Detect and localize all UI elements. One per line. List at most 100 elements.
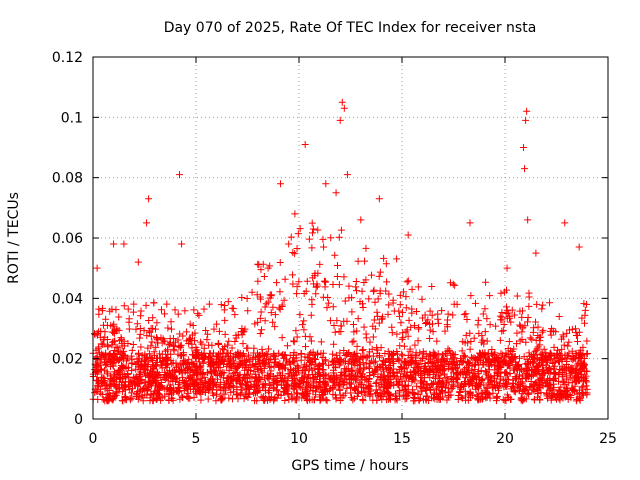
data-point (258, 326, 266, 334)
data-point (363, 353, 371, 361)
data-point (557, 393, 565, 401)
data-point (448, 355, 456, 363)
data-point (114, 368, 122, 376)
data-point (290, 337, 298, 345)
data-point (474, 395, 482, 403)
data-point (399, 329, 407, 337)
data-point (364, 385, 372, 393)
data-point (145, 350, 153, 358)
data-point (236, 379, 244, 387)
data-point (165, 341, 173, 349)
data-point (563, 385, 571, 393)
data-point (115, 313, 123, 321)
data-point (224, 379, 232, 387)
data-point (366, 348, 374, 356)
data-point (464, 396, 472, 404)
data-point (475, 361, 483, 369)
data-point (583, 385, 591, 393)
data-point (296, 225, 304, 233)
data-point (251, 388, 259, 396)
x-tick-label: 20 (496, 431, 514, 447)
data-point (192, 353, 200, 361)
data-point (401, 395, 409, 403)
data-point (261, 359, 269, 367)
data-point (136, 334, 144, 342)
data-point (381, 389, 389, 397)
data-point (340, 273, 348, 281)
data-point (444, 316, 452, 324)
data-point (309, 387, 317, 395)
data-point (243, 344, 251, 352)
data-point (216, 364, 224, 372)
data-point (370, 316, 378, 324)
data-point (332, 395, 340, 403)
data-point (210, 325, 218, 333)
data-point (170, 347, 178, 355)
data-point (109, 396, 117, 404)
data-point (466, 219, 474, 227)
data-point (463, 315, 471, 323)
data-point (371, 298, 379, 306)
data-point (147, 355, 155, 363)
data-point (275, 304, 283, 312)
data-point (110, 337, 118, 345)
grid (93, 57, 608, 419)
data-point (125, 318, 133, 326)
data-point (189, 385, 197, 393)
data-point (153, 362, 161, 370)
data-point (437, 371, 445, 379)
data-point (535, 360, 543, 368)
data-point (515, 354, 523, 362)
data-point (265, 355, 273, 363)
data-point (137, 307, 145, 315)
data-point (225, 394, 233, 402)
data-point (272, 355, 280, 363)
data-point (179, 379, 187, 387)
data-point (547, 331, 555, 339)
data-point (292, 351, 300, 359)
data-point (502, 303, 510, 311)
data-point (214, 372, 222, 380)
data-point (340, 370, 348, 378)
data-point (353, 287, 361, 295)
data-point (522, 116, 530, 124)
data-point (355, 359, 363, 367)
data-point (172, 368, 180, 376)
data-point (360, 364, 368, 372)
data-point (384, 378, 392, 386)
y-tick-label: 0 (74, 412, 83, 428)
data-point (385, 290, 393, 298)
data-point (212, 390, 220, 398)
data-point (346, 380, 354, 388)
data-point (452, 357, 460, 365)
data-point (461, 352, 469, 360)
data-point (373, 396, 381, 404)
data-point (146, 328, 154, 336)
data-point (372, 378, 380, 386)
data-point (301, 373, 309, 381)
data-point (221, 330, 229, 338)
data-point (508, 358, 516, 366)
data-point (294, 390, 302, 398)
data-point (221, 390, 229, 398)
data-point (404, 231, 412, 239)
data-point (546, 299, 554, 307)
data-point (503, 314, 511, 322)
data-point (289, 271, 297, 279)
data-point (126, 396, 134, 404)
data-point (362, 244, 370, 252)
y-tick-label: 0.06 (52, 231, 83, 247)
data-point (305, 350, 313, 358)
data-point (312, 360, 320, 368)
data-point (176, 342, 184, 350)
data-point (529, 359, 537, 367)
data-point (271, 393, 279, 401)
data-point (545, 377, 553, 385)
data-point (466, 389, 474, 397)
data-point (305, 235, 313, 243)
data-point (231, 338, 239, 346)
data-point (393, 330, 401, 338)
data-point (121, 378, 129, 386)
data-point (374, 295, 382, 303)
data-point (420, 378, 428, 386)
